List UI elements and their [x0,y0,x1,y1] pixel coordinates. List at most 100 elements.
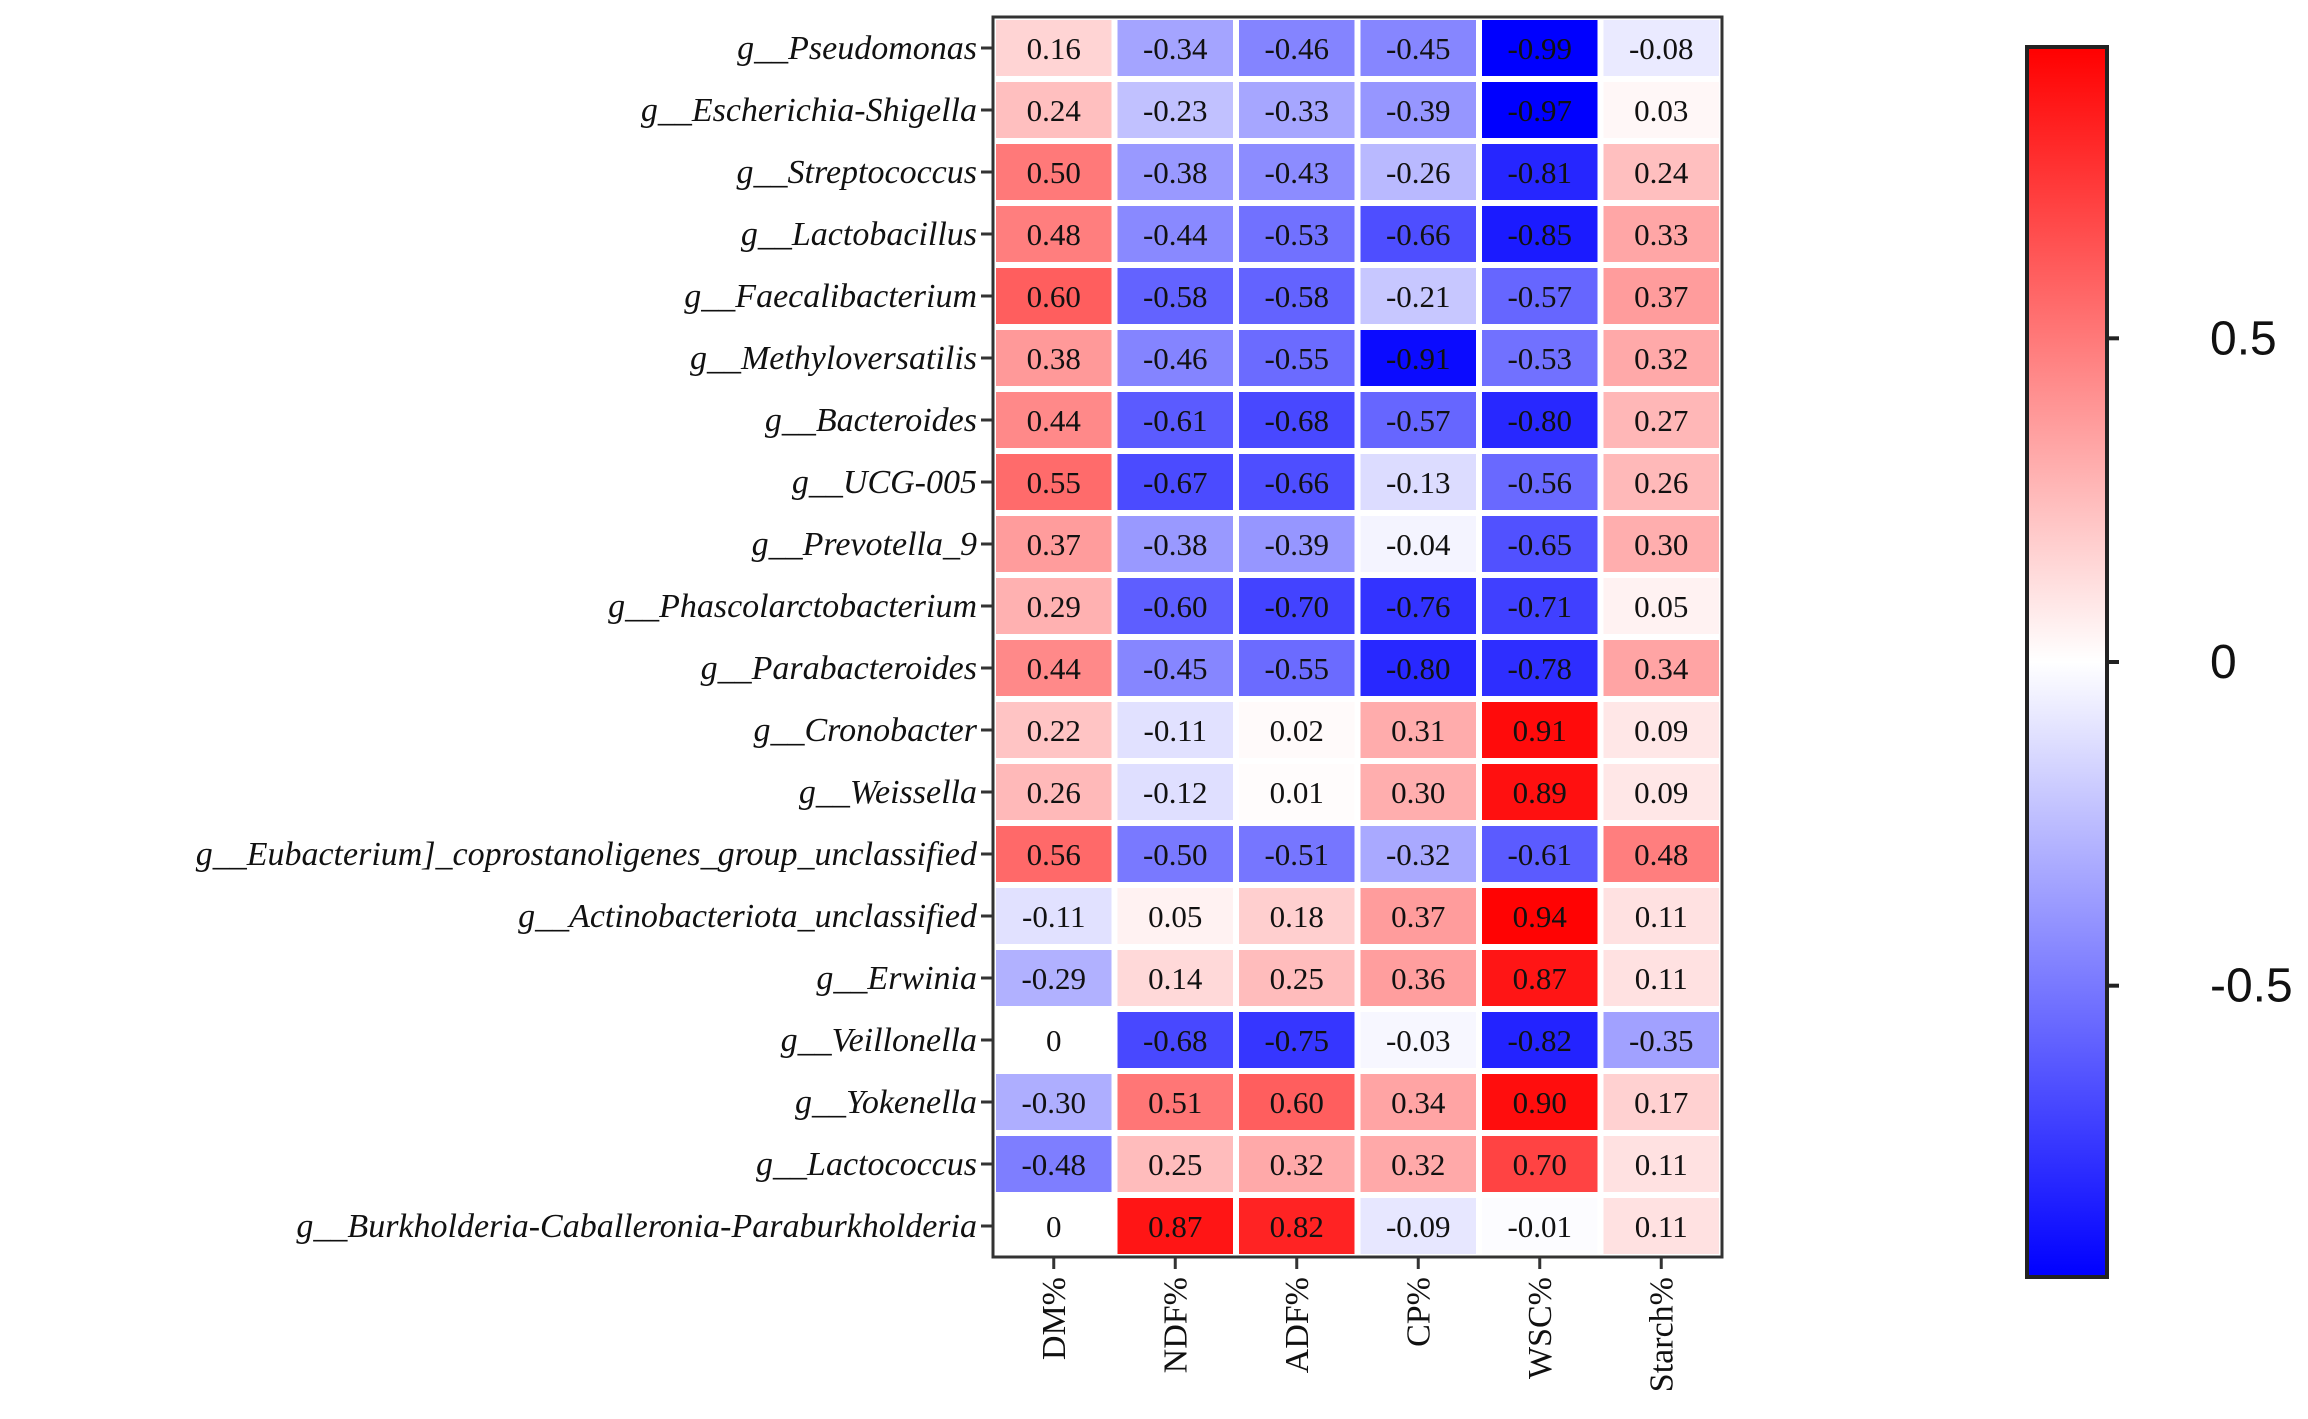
cell-value-label: -0.12 [1143,775,1208,810]
heatmap-cell [1117,392,1233,448]
heatmap-cell [1603,950,1719,1006]
heatmap-cell [1117,888,1233,944]
cell-value-label: -0.26 [1386,155,1451,190]
heatmap-cell [1117,454,1233,510]
heatmap-cell [1360,888,1476,944]
heatmap-cell [1482,702,1598,758]
cell-value-label: 0.09 [1634,775,1688,810]
heatmap-cell [1239,702,1355,758]
cell-value-label: 0.56 [1027,837,1081,872]
row-label: g__Lactobacillus [741,216,977,253]
cell-value-label: -0.61 [1143,403,1208,438]
heatmap-cell [1482,578,1598,634]
heatmap-cell [1117,702,1233,758]
cell-value-label: -0.03 [1386,1023,1451,1058]
cell-value-label: 0.14 [1148,961,1203,996]
column-label: Starch% [1643,1277,1680,1392]
cell-value-label: 0 [1046,1209,1062,1244]
heatmap-cell [1117,330,1233,386]
heatmap-cell [1360,82,1476,138]
heatmap-cell [1482,826,1598,882]
heatmap-cells: 0.16 -0.34 -0.46 -0.45 -0.99 -0.08 0.24 -0.23 -0… [996,20,1719,1254]
row-label: g__Cronobacter [753,712,977,749]
cell-value-label: 0.11 [1635,1147,1688,1182]
row-label: g__Phascolarctobacterium [608,588,977,625]
row-label: g__Pseudomonas [737,30,977,67]
heatmap-cell [1482,454,1598,510]
cell-value-label: 0.03 [1634,93,1688,128]
cell-value-label: -0.75 [1264,1023,1329,1058]
cell-value-label: -0.45 [1143,651,1208,686]
cell-value-label: 0.32 [1391,1147,1445,1182]
cell-value-label: 0.34 [1634,651,1689,686]
cell-value-label: -0.68 [1143,1023,1208,1058]
heatmap-cell [1360,826,1476,882]
cell-value-label: -0.39 [1386,93,1451,128]
cell-value-label: 0.22 [1027,713,1081,748]
heatmap-cell [1117,20,1233,76]
row-label: g__Weissella [799,774,977,811]
row-label: g__Yokenella [795,1084,977,1121]
cell-value-label: -0.23 [1143,93,1208,128]
heatmap-cell [996,82,1112,138]
heatmap-cell [1239,516,1355,572]
heatmap-cell [996,268,1112,324]
heatmap-cell [1603,764,1719,820]
cell-value-label: 0.37 [1634,279,1688,314]
heatmap-cell [1603,702,1719,758]
cell-value-label: 0.91 [1513,713,1567,748]
cell-value-label: 0 [1046,1023,1062,1058]
heatmap-cell [1117,578,1233,634]
column-label: NDF% [1157,1277,1194,1373]
cell-value-label: -0.53 [1507,341,1572,376]
column-label: CP% [1400,1277,1437,1347]
column-labels: DM% NDF% ADF% CP% WSC% Starch% [1036,1257,1680,1392]
heatmap-cell [1239,330,1355,386]
heatmap-cell [996,1198,1112,1254]
cell-value-label: 0.82 [1270,1209,1324,1244]
cell-value-label: -0.67 [1143,465,1208,500]
heatmap-cell [996,206,1112,262]
heatmap-cell [996,764,1112,820]
heatmap-cell [1239,268,1355,324]
heatmap-cell [1482,950,1598,1006]
cell-value-label: -0.57 [1386,403,1451,438]
heatmap-cell [1360,764,1476,820]
cell-value-label: 0.02 [1270,713,1324,748]
cell-value-label: -0.30 [1021,1085,1086,1120]
heatmap-cell [996,1136,1112,1192]
plot-frame [991,15,1724,1259]
cell-value-label: -0.51 [1264,837,1329,872]
heatmap-cell [1603,206,1719,262]
cell-value-label: 0.44 [1027,651,1082,686]
heatmap-cell [1117,1012,1233,1068]
heatmap-cell [1482,1074,1598,1130]
heatmap-cell [1482,20,1598,76]
heatmap-cell [1360,950,1476,1006]
cell-value-label: -0.34 [1143,31,1208,66]
heatmap-cell [1603,1136,1719,1192]
heatmap-cell [1482,1198,1598,1254]
cell-value-label: -0.55 [1264,651,1329,686]
cell-value-label: 0.48 [1027,217,1081,252]
cell-value-label: 0.87 [1513,961,1567,996]
cell-value-label: -0.61 [1507,837,1572,872]
heatmap-cell [996,1012,1112,1068]
heatmap-cell [1117,82,1233,138]
heatmap-cell [1603,578,1719,634]
heatmap-cell [1117,144,1233,200]
cell-value-label: -0.82 [1507,1023,1572,1058]
cell-value-label: 0.11 [1635,899,1688,934]
heatmap-cell [1360,144,1476,200]
cell-value-label: -0.85 [1507,217,1572,252]
cell-value-label: 0.25 [1270,961,1324,996]
heatmap-cell [1360,20,1476,76]
cell-value-label: -0.09 [1386,1209,1451,1244]
heatmap-cell [1603,330,1719,386]
cell-value-label: 0.24 [1027,93,1082,128]
heatmap-cell [996,950,1112,1006]
cell-value-label: -0.78 [1507,651,1572,686]
heatmap-cell [1603,888,1719,944]
cell-value-label: 0.17 [1634,1085,1688,1120]
heatmap-cell [1482,640,1598,696]
